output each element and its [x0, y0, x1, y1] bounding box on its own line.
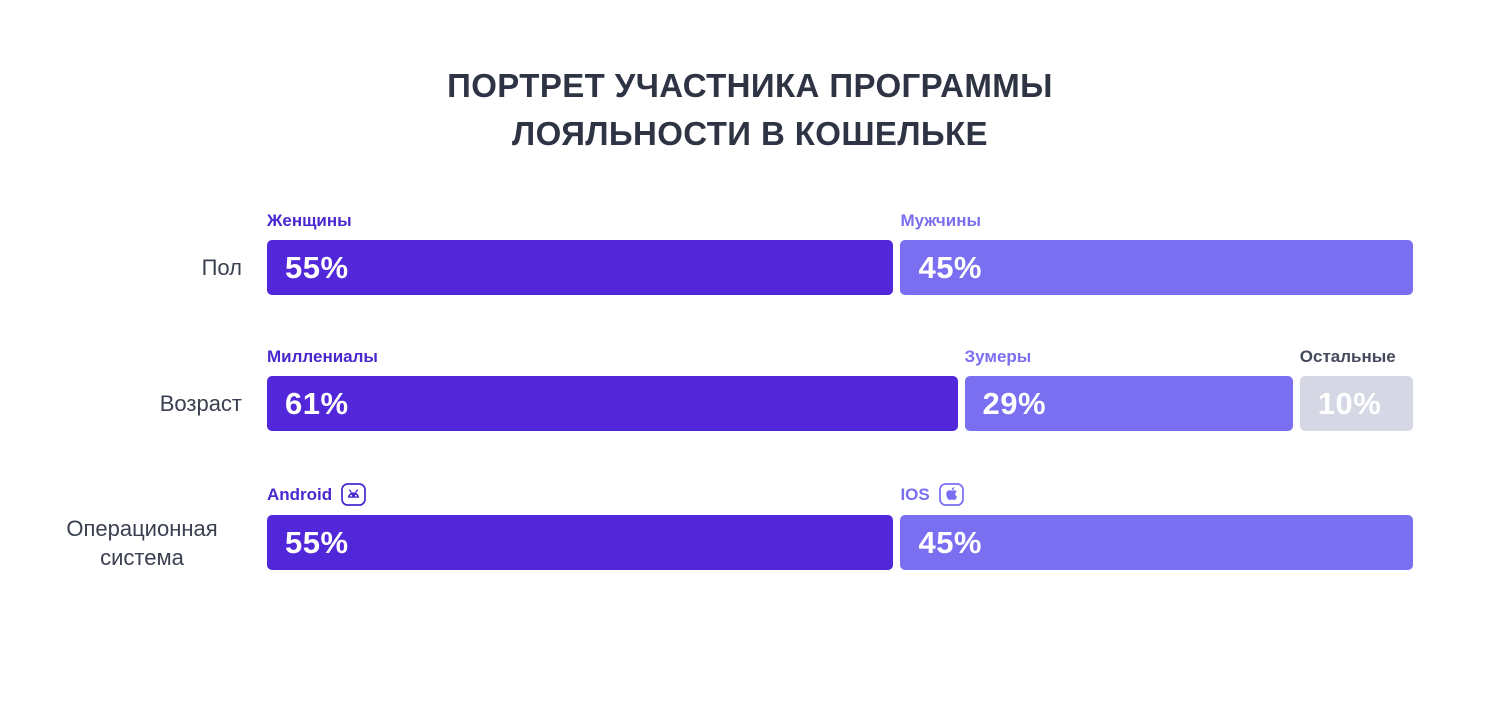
bar-segment-column: Остальные 10%: [1299, 347, 1413, 431]
bar-segment-column: Android 55%: [267, 483, 894, 570]
row-category-label: Операционная система: [66, 515, 218, 570]
segment-value: 29%: [982, 385, 1047, 421]
bar-segment: 45%: [900, 515, 1413, 570]
segment-value: 55%: [285, 249, 349, 285]
row-category-label: Пол: [201, 255, 242, 280]
segment-value: 45%: [918, 249, 982, 285]
segment-value: 55%: [285, 524, 349, 560]
segment-value: 61%: [285, 385, 349, 421]
bar-chart: Пол Женщины 55% Мужчины 45% Возраст Миллениалы…: [0, 211, 1413, 570]
segment-label: Остальные: [1299, 347, 1396, 366]
row-bars: Женщины 55% Мужчины 45%: [267, 211, 1413, 295]
bar-segment: 45%: [900, 240, 1413, 295]
bar-segment: 29%: [964, 376, 1293, 431]
row-bars: Миллениалы 61% Зумеры 29% Остальные 10%: [267, 347, 1413, 431]
segment-label: Android: [267, 483, 893, 506]
bar-segment-column: Зумеры 29%: [964, 347, 1293, 431]
bar-segment: 55%: [267, 515, 894, 570]
bar-segment: 61%: [267, 376, 958, 431]
segment-label: Зумеры: [964, 347, 1032, 366]
android-icon: [341, 483, 367, 506]
bar-segment-column: Миллениалы 61%: [267, 347, 958, 431]
chart-title-line1: ПОРТРЕТ УЧАСТНИКА ПРОГРАММЫ: [447, 67, 1053, 104]
chart-title-line2: ЛОЯЛЬНОСТИ В КОШЕЛЬКЕ: [512, 115, 988, 152]
row-category-label: Возраст: [159, 391, 242, 416]
loyalty-portrait-infographic: ПОРТРЕТ УЧАСТНИКА ПРОГРАММЫ ЛОЯЛЬНОСТИ В…: [0, 62, 1500, 570]
bar-segment-column: IOS 45%: [900, 483, 1413, 570]
chart-title: ПОРТРЕТ УЧАСТНИКА ПРОГРАММЫ ЛОЯЛЬНОСТИ В…: [0, 62, 1500, 158]
chart-row: Операционная система Android 55% IOS 45%: [0, 483, 1413, 570]
segment-value: 10%: [1317, 385, 1382, 421]
segment-label: Женщины: [267, 211, 352, 230]
bar-segment-column: Мужчины 45%: [900, 211, 1413, 295]
segment-value: 45%: [918, 524, 982, 560]
chart-row: Пол Женщины 55% Мужчины 45%: [0, 211, 1413, 295]
row-bars: Android 55% IOS 45%: [267, 483, 1413, 570]
chart-row: Возраст Миллениалы 61% Зумеры 29% Остальные 10…: [0, 347, 1413, 431]
segment-label: Миллениалы: [267, 347, 378, 366]
segment-label: IOS: [900, 483, 1413, 506]
segment-label: Мужчины: [900, 211, 982, 230]
bar-segment: 55%: [267, 240, 894, 295]
bar-segment-column: Женщины 55%: [267, 211, 894, 295]
apple-icon: [938, 483, 964, 506]
bar-segment: 10%: [1299, 376, 1413, 431]
